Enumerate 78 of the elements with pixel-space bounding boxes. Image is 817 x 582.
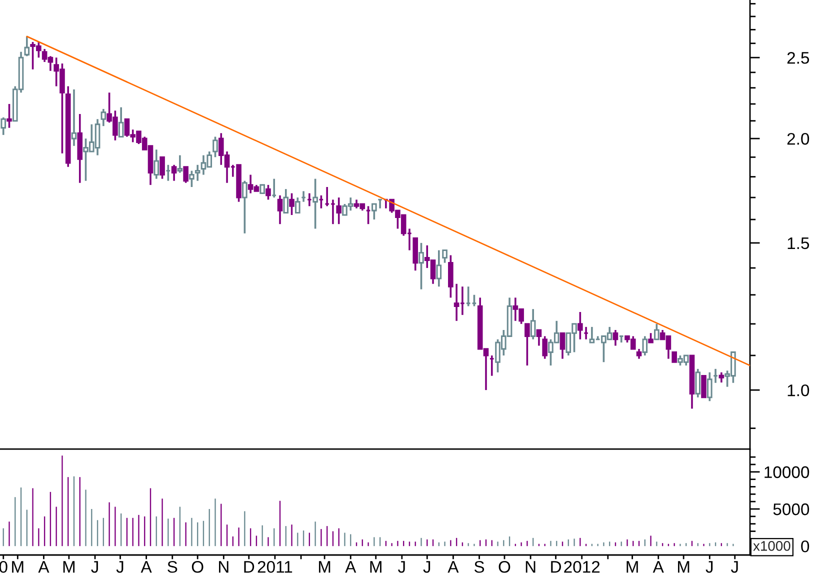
candlestick	[212, 136, 218, 158]
candlestick	[524, 322, 530, 366]
candlestick	[530, 308, 536, 340]
y-tick-label: 1.0	[788, 384, 810, 396]
candlestick	[672, 351, 677, 363]
candlestick	[436, 249, 442, 288]
candlestick	[160, 156, 165, 180]
x-tick-label: M	[370, 561, 382, 573]
x-tick-label: J	[730, 561, 738, 573]
x-tick-label: J	[91, 561, 98, 573]
x-tick-label: O	[498, 560, 510, 573]
candlestick	[578, 311, 583, 340]
x-tick-label: J	[423, 561, 430, 573]
x-tick-label: M	[678, 561, 690, 573]
candlestick	[277, 194, 283, 225]
candlestick	[636, 348, 642, 360]
x-tick-label: M	[12, 561, 24, 573]
candlestick	[6, 103, 12, 129]
y-tick-label: 10000	[764, 466, 810, 478]
x-tick-label: S	[474, 560, 484, 573]
x-tick-label: O	[192, 560, 204, 573]
x-tick-label: J	[398, 561, 405, 573]
candlestick	[194, 164, 200, 182]
candlestick	[442, 249, 448, 264]
x-tick-label: N	[526, 561, 536, 573]
x-tick-label: A	[345, 561, 356, 573]
x-tick-label: M	[626, 561, 638, 573]
candlestick	[418, 242, 424, 290]
x-tick-label: 2011	[258, 560, 292, 573]
candlestick	[71, 88, 77, 147]
candlestick	[24, 36, 30, 58]
candlestick	[648, 332, 654, 344]
y-tick-label: 5000	[773, 503, 810, 516]
text: x1000	[753, 541, 790, 551]
candlestick	[189, 170, 194, 188]
candlestick	[154, 148, 160, 180]
candlestick	[171, 164, 177, 182]
candlestick	[336, 196, 342, 225]
candlestick	[289, 192, 294, 216]
candlestick	[242, 180, 248, 234]
candlestick	[177, 154, 183, 174]
x-tick-label: M	[63, 561, 75, 573]
x-tick-label: A	[448, 561, 459, 573]
candlestick	[312, 178, 318, 230]
x-tick-label: J	[706, 561, 713, 573]
y-tick-label: 0	[801, 540, 810, 552]
y-tick-label: 2.0	[787, 132, 810, 145]
x-tick-label: M	[318, 561, 330, 573]
candlestick	[695, 368, 701, 398]
candlestick	[100, 108, 106, 127]
candlestick	[701, 375, 706, 398]
y-tick-label: 1.5	[788, 238, 810, 250]
x-tick-label: D	[551, 561, 561, 573]
candlestick	[283, 188, 289, 214]
candlestick	[642, 335, 648, 356]
candlestick	[448, 254, 454, 299]
x-tick-label: N	[219, 561, 228, 573]
candlestick	[0, 116, 6, 136]
x-tick-label: S	[168, 560, 178, 573]
candlestick	[706, 371, 712, 402]
x-tick-label: D	[244, 561, 254, 573]
candlestick	[654, 322, 660, 340]
candlestick	[542, 335, 548, 360]
candlestick	[183, 166, 188, 184]
candlestick	[118, 106, 124, 138]
x-tick-label: J	[116, 561, 124, 573]
y-tick-label: 2.5	[787, 52, 810, 64]
candlestick	[294, 196, 300, 214]
x-tick-label: 2012	[564, 560, 600, 573]
candlestick	[560, 332, 566, 360]
candlestick	[718, 371, 724, 384]
x-tick-label: A	[38, 561, 50, 573]
candlestick	[266, 184, 271, 201]
x-tick-label: A	[652, 561, 664, 573]
candlestick	[536, 329, 542, 347]
x-tick-label: A	[140, 561, 152, 573]
candlestick	[372, 203, 377, 220]
candlestick	[612, 329, 618, 347]
